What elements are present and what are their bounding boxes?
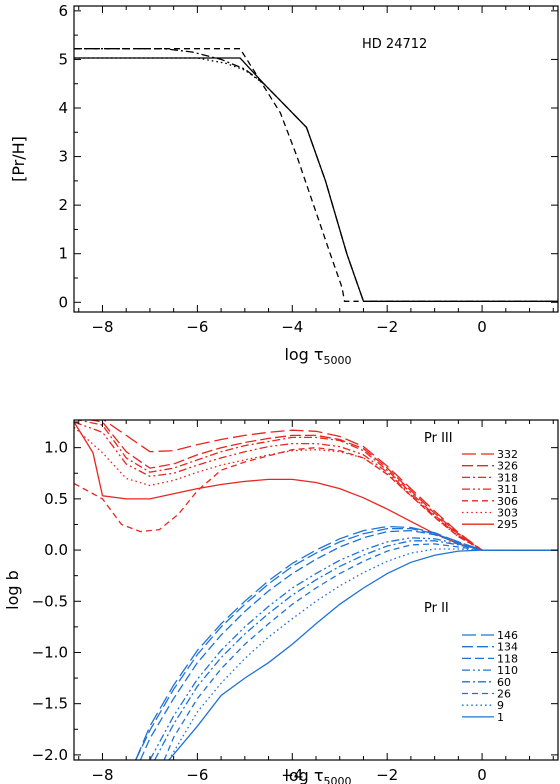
departure-y-tick-label: 0.0: [44, 541, 68, 559]
pr-ii-line-110: [149, 537, 558, 760]
pr-ii-legend-label-110: 110: [497, 664, 518, 677]
departure-x-tick-label: −4: [281, 766, 303, 784]
pr-iii-legend-label-295: 295: [497, 518, 518, 531]
abundance-series: [74, 48, 558, 302]
pr-iii-line-332: [102, 420, 558, 551]
pr-iii-line-311: [74, 421, 558, 551]
pr-ii-legend-label-134: 134: [497, 641, 518, 654]
abundance-panel: −8 −6 −4 −2 0 0 1 2 3 4 5 6 HD 24712 log τ5000 [Pr/…: [9, 2, 559, 367]
abundance-x-tick-label: 0: [477, 318, 487, 336]
pr-ii-legend-label-26: 26: [497, 688, 511, 701]
departure-x-tick-label: −2: [376, 766, 398, 784]
pr-ii-line-118: [139, 529, 558, 760]
pr-ii-line-26: [163, 543, 558, 760]
pr-iii-legend-label-306: 306: [497, 495, 518, 508]
abundance-x-axis-label: log τ5000: [284, 345, 351, 367]
pr-iii-label: Pr III: [424, 431, 453, 446]
abundance-line-dash: [74, 48, 359, 302]
abundance-y-tick-label: 4: [58, 99, 68, 117]
pr-ii-line-146: [135, 525, 558, 760]
pr-iii-line-303: [74, 426, 558, 551]
pr-iii-legend-label-326: 326: [497, 460, 518, 473]
abundance-x-tick-label: −8: [91, 318, 113, 336]
pr-iii-legend-label-311: 311: [497, 483, 518, 496]
abundance-ticks: −8 −6 −4 −2 0 0 1 2 3 4 5 6: [58, 2, 558, 336]
pr-ii-line-134: [135, 527, 558, 760]
abundance-y-tick-label: 6: [58, 2, 68, 20]
departure-y-tick-label: −2.0: [32, 746, 68, 764]
star-name-annotation: HD 24712: [362, 37, 427, 52]
departure-y-tick-label: −1.0: [32, 643, 68, 661]
departure-x-axis-label: log τ5000: [284, 766, 351, 784]
abundance-y-tick-label: 0: [58, 293, 68, 311]
pr-ii-label: Pr II: [424, 601, 449, 616]
departure-x-tick-label: −6: [186, 766, 208, 784]
pr-iii-legend-label-318: 318: [497, 471, 518, 484]
pr-iii-line-326: [87, 420, 558, 551]
abundance-y-tick-label: 5: [58, 50, 68, 68]
abundance-line-dot: [74, 57, 265, 85]
abundance-y-tick-label: 3: [58, 148, 68, 166]
departure-x-tick-label: −8: [91, 766, 113, 784]
abundance-plot-frame: [73, 5, 559, 313]
departure-y-tick-label: 1.0: [44, 439, 68, 457]
abundance-x-tick-label: −6: [186, 318, 208, 336]
departure-panel: −8 −6 −4 −2 0 −2.0 −1.5 −1.0 −0.5 0.0 0.5 1.0 Pr II…: [3, 419, 559, 784]
abundance-line-solid: [74, 57, 558, 302]
departure-series: [74, 420, 558, 760]
pr-iii-line-306: [74, 447, 558, 551]
pr-ii-legend-label-1: 1: [497, 711, 504, 724]
pr-iii-line-295: [74, 421, 558, 551]
abundance-y-tick-label: 2: [58, 196, 68, 214]
departure-y-tick-label: −1.5: [32, 695, 68, 713]
pr-ii-line-1: [168, 549, 558, 760]
departure-x-tick-label: 0: [477, 766, 487, 784]
pr-ii-legend-label-60: 60: [497, 676, 511, 689]
abundance-x-tick-label: −2: [376, 318, 398, 336]
abundance-line-dashdot: [74, 48, 558, 302]
departure-y-tick-label: 0.5: [44, 490, 68, 508]
abundance-y-axis-label: [Pr/H]: [9, 136, 28, 182]
pr-ii-legend-label-146: 146: [497, 629, 518, 642]
departure-plot-frame: [73, 419, 559, 761]
pr-ii-legend-label-9: 9: [497, 699, 504, 712]
pr-ii-legend-label-118: 118: [497, 652, 518, 665]
pr-ii-line-60: [154, 540, 558, 760]
abundance-x-tick-label: −4: [281, 318, 303, 336]
pr-iii-legend-label-332: 332: [497, 448, 518, 461]
abundance-y-tick-label: 1: [58, 245, 68, 263]
pr-iii-line-318: [75, 420, 558, 551]
departure-y-axis-label: log b: [3, 570, 22, 610]
departure-y-tick-label: −0.5: [32, 592, 68, 610]
pr-iii-legend-label-303: 303: [497, 507, 518, 520]
departure-ticks: −8 −6 −4 −2 0 −2.0 −1.5 −1.0 −0.5 0.0 0.5 1.0: [32, 420, 558, 784]
